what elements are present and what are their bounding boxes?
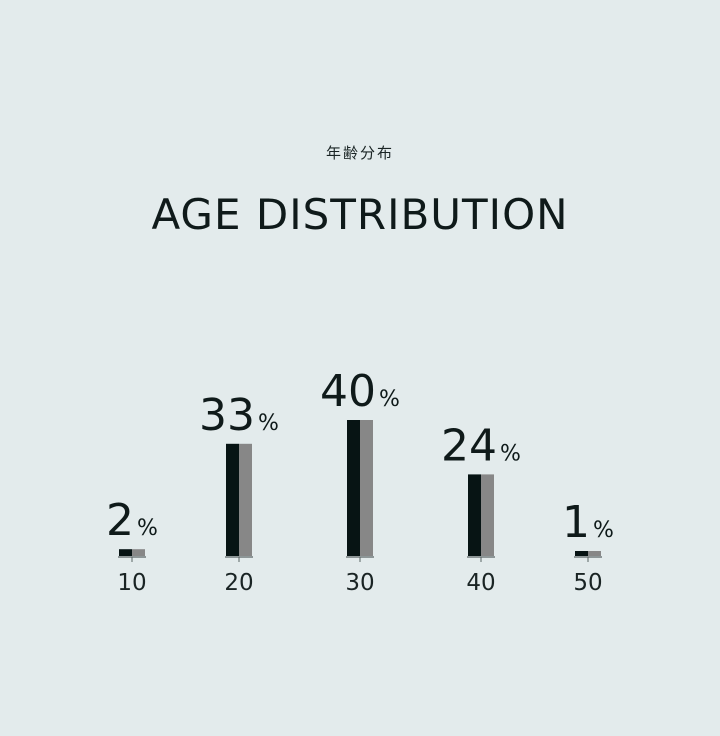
- data-label-10: 2%: [106, 495, 158, 546]
- bar-50-dark: [575, 551, 588, 556]
- tick-label-50: 50: [573, 570, 602, 596]
- tick-label-10: 10: [117, 570, 146, 596]
- bar-40-dark: [468, 474, 481, 556]
- bar-40-light: [481, 474, 494, 556]
- tick-label-40: 40: [466, 570, 495, 596]
- data-label-50: 1%: [562, 497, 614, 548]
- bar-30-light: [360, 420, 373, 556]
- bar-10-dark: [119, 549, 132, 556]
- tick-label-20: 20: [224, 570, 253, 596]
- bar-30-dark: [347, 420, 360, 556]
- data-label-40: 24%: [441, 420, 521, 471]
- bar-50-light: [588, 551, 601, 556]
- tick-label-30: 30: [345, 570, 374, 596]
- bar-20-light: [239, 443, 252, 556]
- data-label-30: 40%: [320, 366, 400, 417]
- data-label-20: 33%: [199, 390, 279, 441]
- chart-title: AGE DISTRIBUTION: [151, 190, 569, 239]
- bar-10-light: [132, 549, 145, 556]
- bar-20-dark: [226, 443, 239, 556]
- chart-subtitle-jp: 年齢分布: [325, 144, 394, 162]
